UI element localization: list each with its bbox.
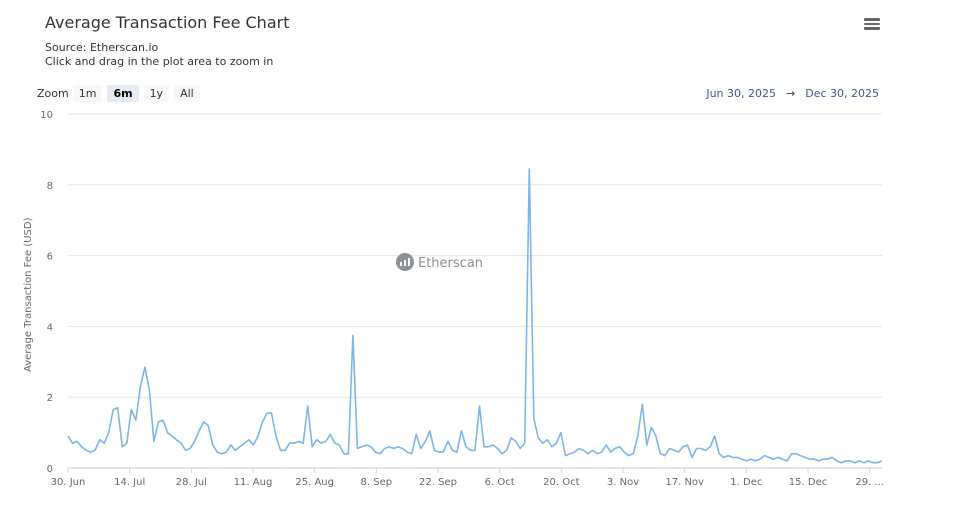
zoom-selector: Zoom 1m 6m 1y All bbox=[37, 84, 205, 102]
x-tick-label: 29. ... bbox=[855, 477, 884, 488]
source-text: Source: Etherscan.io bbox=[45, 41, 159, 54]
zoom-hint-text: Click and drag in the plot area to zoom … bbox=[45, 55, 274, 68]
zoom-button-1m[interactable]: 1m bbox=[72, 84, 103, 102]
hamburger-menu-icon[interactable] bbox=[862, 16, 882, 34]
etherscan-logo-bar bbox=[404, 260, 406, 266]
x-tick-label: 30. Jun bbox=[51, 477, 86, 488]
y-tick-label: 10 bbox=[40, 110, 53, 121]
y-tick-label: 2 bbox=[47, 393, 53, 404]
x-tick-label: 1. Dec bbox=[730, 477, 762, 488]
x-tick-label: 14. Jul bbox=[114, 477, 145, 488]
y-axis-label: Average Transaction Fee (USD) bbox=[23, 217, 34, 373]
zoom-button-1y[interactable]: 1y bbox=[143, 84, 170, 102]
series-line[interactable] bbox=[67, 168, 883, 464]
x-tick-label: 25. Aug bbox=[295, 477, 334, 488]
date-range: Jun 30, 2025 → Dec 30, 2025 bbox=[706, 87, 879, 100]
x-tick-label: 17. Nov bbox=[665, 477, 704, 488]
watermark-text: Etherscan bbox=[418, 256, 483, 271]
x-tick-label: 11. Aug bbox=[234, 477, 273, 488]
zoom-label: Zoom bbox=[37, 86, 69, 100]
range-arrow: → bbox=[786, 87, 796, 100]
etherscan-logo-bar bbox=[408, 258, 410, 266]
y-tick-label: 8 bbox=[47, 181, 53, 192]
x-tick-label: 6. Oct bbox=[485, 477, 515, 488]
zoom-button-6m[interactable]: 6m bbox=[107, 84, 139, 102]
etherscan-logo-bar bbox=[400, 262, 402, 266]
x-tick-label: 15. Dec bbox=[789, 477, 827, 488]
etherscan-watermark: Etherscan bbox=[396, 253, 483, 271]
y-tick-label: 4 bbox=[47, 322, 53, 333]
y-tick-label: 0 bbox=[47, 464, 53, 475]
x-tick-label: 3. Nov bbox=[607, 477, 639, 488]
chart-title: Average Transaction Fee Chart bbox=[45, 13, 290, 32]
x-tick-label: 20. Oct bbox=[543, 477, 579, 488]
x-tick-label: 8. Sep bbox=[361, 477, 393, 488]
y-tick-label: 6 bbox=[47, 252, 53, 263]
range-to[interactable]: Dec 30, 2025 bbox=[805, 87, 879, 100]
range-from[interactable]: Jun 30, 2025 bbox=[706, 87, 776, 100]
x-tick-label: 28. Jul bbox=[176, 477, 207, 488]
zoom-button-all[interactable]: All bbox=[174, 84, 200, 102]
x-tick-label: 22. Sep bbox=[419, 477, 457, 488]
